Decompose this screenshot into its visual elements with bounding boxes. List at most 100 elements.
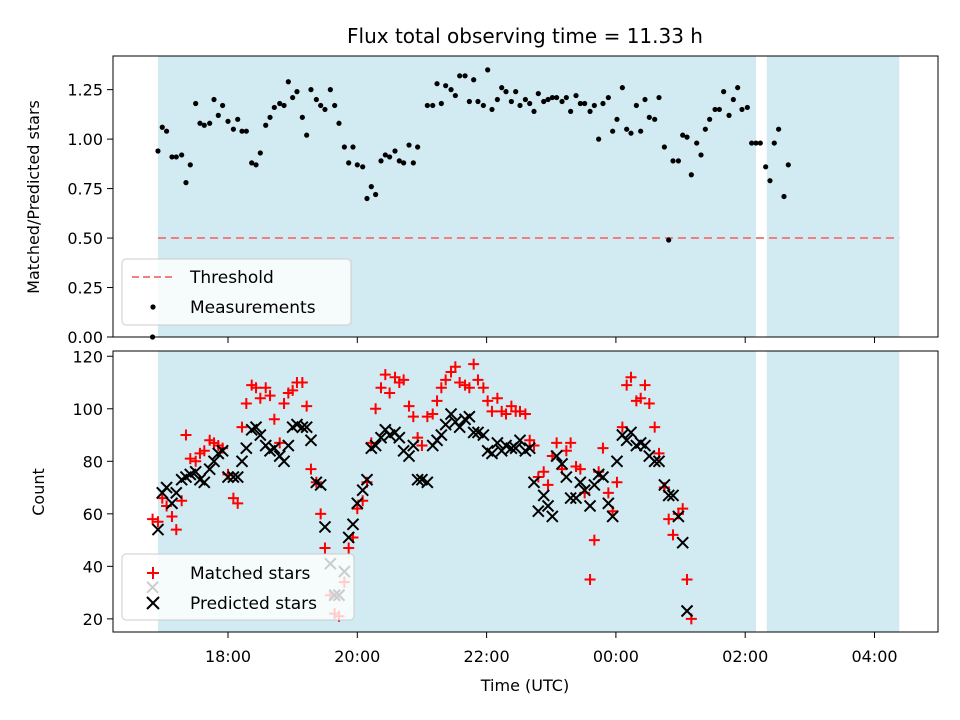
matched-star-marker (351, 503, 363, 515)
predicted-star-marker (407, 439, 420, 452)
predicted-star-marker (453, 420, 466, 434)
matched-star-marker (278, 398, 290, 410)
measurement-point (591, 102, 597, 109)
measurement-point (767, 178, 773, 184)
measurement-point (744, 104, 750, 111)
measurement-point (661, 144, 667, 150)
measurement-point (239, 128, 245, 134)
measurement-point (308, 87, 314, 93)
bottom-y-tick-label: 60 (83, 505, 103, 524)
measurement-point (489, 106, 495, 113)
measurement-point (452, 92, 458, 99)
matched-star-marker (301, 400, 313, 412)
bottom-y-tick-label: 100 (72, 400, 103, 419)
legend-measurements-label: Measurements (190, 298, 316, 318)
predicted-star-marker (402, 449, 416, 463)
measurement-point (207, 120, 213, 126)
measurement-point (531, 108, 537, 115)
predicted-star-marker (620, 434, 633, 447)
measurement-point (318, 102, 324, 109)
predicted-star-marker (624, 426, 638, 439)
predicted-star-marker (491, 436, 504, 450)
legend-matched-label: Matched stars (190, 564, 310, 584)
measurement-point (401, 160, 407, 166)
measurement-point (448, 87, 454, 93)
measurement-point (373, 191, 379, 198)
matched-star-marker (264, 390, 276, 402)
matched-star-marker (639, 379, 651, 391)
measurement-point (563, 94, 569, 101)
top-panel: 0.00 0.25 0.50 0.75 1.00 1.25 Matched/Predict… (24, 55, 939, 347)
matched-star-marker (156, 492, 168, 504)
predicted-star-marker (421, 476, 434, 489)
legend-measurements-swatch (150, 304, 156, 310)
matched-star-marker (343, 542, 355, 554)
measurement-point (187, 162, 193, 168)
measurement-point (771, 140, 777, 146)
matched-star-marker (635, 392, 647, 404)
top-axes-frame (112, 55, 939, 338)
measurement-point (587, 108, 593, 115)
predicted-star-marker (648, 455, 661, 468)
matched-star-marker (621, 379, 633, 391)
measurement-point (183, 180, 189, 186)
measurement-point (346, 160, 352, 166)
measurement-point (457, 73, 463, 79)
matched-star-marker (649, 421, 661, 433)
measurement-point (749, 140, 755, 146)
measurement-point (675, 158, 681, 164)
measurement-point (313, 96, 319, 103)
matched-star-marker (477, 382, 489, 394)
top-shaded-interval-2 (766, 56, 900, 337)
predicted-star-marker (356, 483, 369, 497)
measurement-point (605, 94, 611, 101)
matched-star-marker (468, 358, 480, 370)
bottom-y-ticks: 20 40 60 80 100 120 (72, 347, 113, 629)
predicted-star-marker (546, 510, 559, 523)
measurement-point (378, 158, 384, 164)
matched-star-marker (166, 510, 178, 522)
matched-star-marker (551, 437, 563, 449)
measurement-point (596, 136, 602, 142)
measurement-point (721, 89, 727, 95)
matched-star-marker (486, 405, 498, 417)
matched-star-marker (560, 445, 572, 457)
measurement-point (249, 160, 255, 166)
measurement-point (215, 112, 221, 118)
measurement-point (173, 154, 179, 160)
matched-star-marker (565, 437, 577, 449)
measurement-point (763, 164, 769, 170)
bottom-y-tick-label: 120 (72, 347, 103, 366)
measurement-point (513, 89, 519, 95)
predicted-star-marker (672, 510, 685, 523)
predicted-star-marker (342, 531, 355, 544)
predicted-star-marker (541, 499, 555, 513)
measurement-point (508, 98, 514, 105)
x-tick-label: 04:00 (851, 647, 897, 666)
predicted-star-marker (198, 476, 211, 489)
measurement-point (726, 112, 732, 118)
predicted-star-marker (314, 478, 327, 492)
predicted-star-marker (240, 441, 253, 455)
predicted-star-marker (444, 407, 458, 421)
measurement-point (619, 85, 625, 91)
matched-star-marker (152, 516, 164, 528)
predicted-star-marker (596, 470, 610, 484)
predicted-star-marker (216, 444, 229, 458)
predicted-star-marker (537, 489, 550, 502)
measurement-point (545, 96, 551, 103)
measurement-point (294, 89, 300, 95)
matched-star-marker (180, 429, 192, 441)
top-y-tick-label: 0.50 (67, 229, 103, 248)
matched-star-marker (250, 382, 262, 394)
matched-star-marker (427, 408, 439, 420)
predicted-star-marker (555, 457, 569, 471)
top-y-tick-label: 0.25 (67, 279, 103, 298)
predicted-star-marker (351, 497, 364, 510)
measurement-point (443, 83, 449, 89)
predicted-star-marker (560, 470, 573, 484)
matched-star-marker (305, 463, 317, 475)
predicted-star-marker (509, 441, 522, 455)
matched-star-marker (147, 513, 159, 525)
figure-title: Flux total observing time = 11.33 h (347, 24, 703, 48)
